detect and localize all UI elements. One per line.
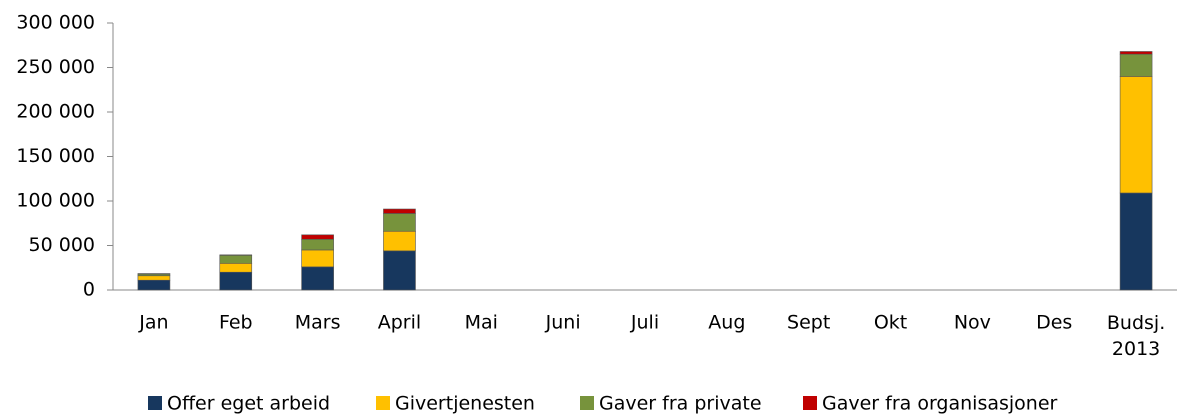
bar-segment (301, 266, 334, 291)
bar-segment (219, 254, 253, 264)
legend-label: Gaver fra organisasjoner (822, 393, 1058, 415)
bar-segment (219, 262, 253, 273)
x-tick-label: Feb (219, 312, 253, 334)
y-tick-label: 200 000 (16, 101, 95, 123)
bar-segment (219, 271, 253, 291)
legend-swatch (148, 396, 162, 410)
y-tick-label: 300 000 (16, 12, 95, 34)
x-tick-label: Juli (630, 312, 659, 334)
bar-segment (1119, 76, 1153, 194)
y-tick-label: 50 000 (29, 234, 95, 256)
x-tick-label: Okt (874, 312, 907, 334)
x-tick-label: Aug (708, 312, 745, 334)
bar-segment (301, 249, 334, 268)
bar-segment (137, 275, 171, 281)
y-tick-label: 100 000 (16, 190, 95, 212)
x-tick-label: Des (1036, 312, 1072, 334)
bar-segment (383, 230, 416, 252)
y-tick-label: 250 000 (16, 56, 95, 78)
x-tick-label: Mars (295, 312, 341, 334)
y-tick-label: 0 (83, 279, 95, 301)
bar-segment (1119, 53, 1153, 77)
bar-segment (1119, 192, 1153, 291)
bar-segment (383, 213, 416, 232)
x-tick-label: April (378, 312, 421, 334)
legend-swatch (803, 396, 817, 410)
legend-swatch (580, 396, 594, 410)
legend-label: Givertjenesten (395, 393, 535, 415)
legend-label: Offer eget arbeid (167, 393, 330, 415)
x-tick-label: Mai (465, 312, 498, 334)
bar-segment (383, 208, 416, 214)
bar-segment (301, 238, 334, 251)
bar-segment (301, 234, 334, 240)
legend-swatch (376, 396, 390, 410)
bar-segment (137, 279, 171, 291)
x-tick-label: Juni (545, 312, 581, 334)
legend-label: Gaver fra private (599, 393, 762, 415)
bar-segment (383, 250, 416, 291)
x-tick-label: Jan (138, 312, 168, 334)
x-tick-label: Nov (954, 312, 991, 334)
bar-segment (1119, 51, 1153, 55)
x-tick-label: Sept (787, 312, 830, 334)
y-tick-label: 150 000 (16, 145, 95, 167)
x-tick-label: Budsj. 2013 (1107, 312, 1165, 360)
